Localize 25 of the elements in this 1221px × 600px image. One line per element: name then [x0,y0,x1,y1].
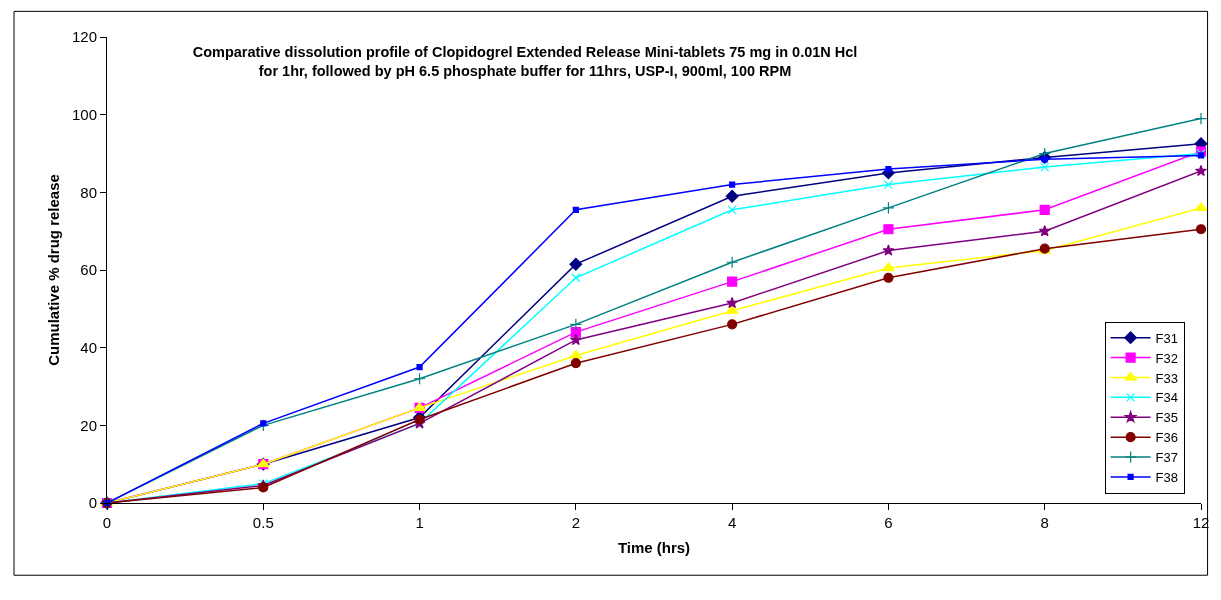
x-tick-label: 2 [571,514,581,531]
y-tick-label: 40 [80,338,97,356]
y-tick-label: 0 [88,494,97,512]
legend-label: F33 [1155,370,1178,386]
legend-label: F32 [1155,350,1178,366]
x-tick-label: 0 [102,514,112,531]
legend-label: F31 [1155,330,1178,346]
x-tick-label: 1 [415,514,424,531]
x-tick-label: 8 [1040,514,1049,531]
y-tick-label: 120 [71,28,97,46]
x-tick-label: 0.5 [252,514,274,531]
legend-label: F36 [1155,430,1178,446]
y-tick-label: 100 [71,105,97,123]
x-tick-label: 4 [727,514,737,531]
x-tick-label: 6 [884,514,893,531]
y-tick-label: 80 [80,183,97,201]
y-tick-label: 20 [80,416,97,434]
legend-label: F38 [1155,470,1178,485]
x-axis-title: Time (hrs) [617,539,691,556]
y-axis-title: Cumulative % drug release [45,174,63,366]
y-tick-label: 60 [80,261,97,279]
legend-label: F35 [1155,410,1178,426]
legend-label: F37 [1155,450,1178,466]
legend-label: F34 [1155,390,1178,406]
text: Comparative dissolution profile of Clopidogrel Extended Release Mini-tablets 75 mg in 0.01N Hcl for 1hr, followed by pH 6.5 phosphate buffer for 11hrs, USP-I, 900ml, 100 RPM [192,44,858,79]
